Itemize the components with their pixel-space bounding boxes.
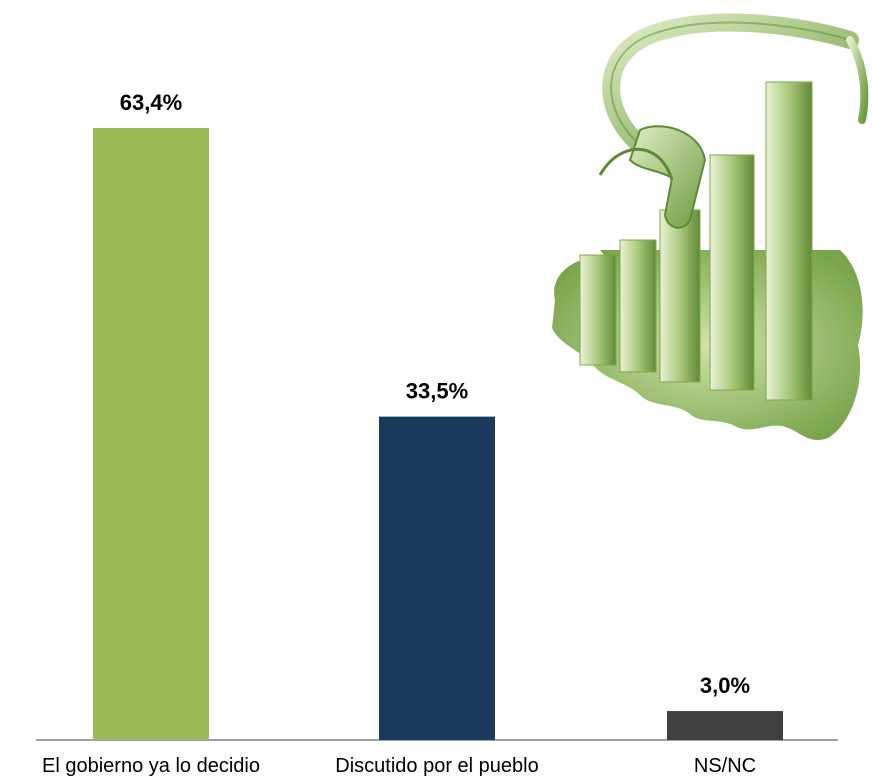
category-label-ns-nc: NS/NC — [694, 755, 756, 777]
value-label-el-gobierno: 63,4% — [120, 90, 182, 115]
category-label-discutido-por-el-pueblo: Discutido por el pueblo — [335, 755, 538, 777]
bar-discutido-por-el-pueblo — [379, 416, 495, 740]
value-label-discutido-por-el-pueblo: 33,5% — [406, 379, 468, 404]
bar-ns-nc — [667, 711, 783, 740]
category-label-el-gobierno: El gobierno ya lo decidio — [42, 755, 260, 777]
fuel-pump-bar-chart-icon — [552, 13, 869, 441]
value-label-ns-nc: 3,0% — [700, 673, 750, 698]
bar-el-gobierno — [93, 128, 209, 740]
